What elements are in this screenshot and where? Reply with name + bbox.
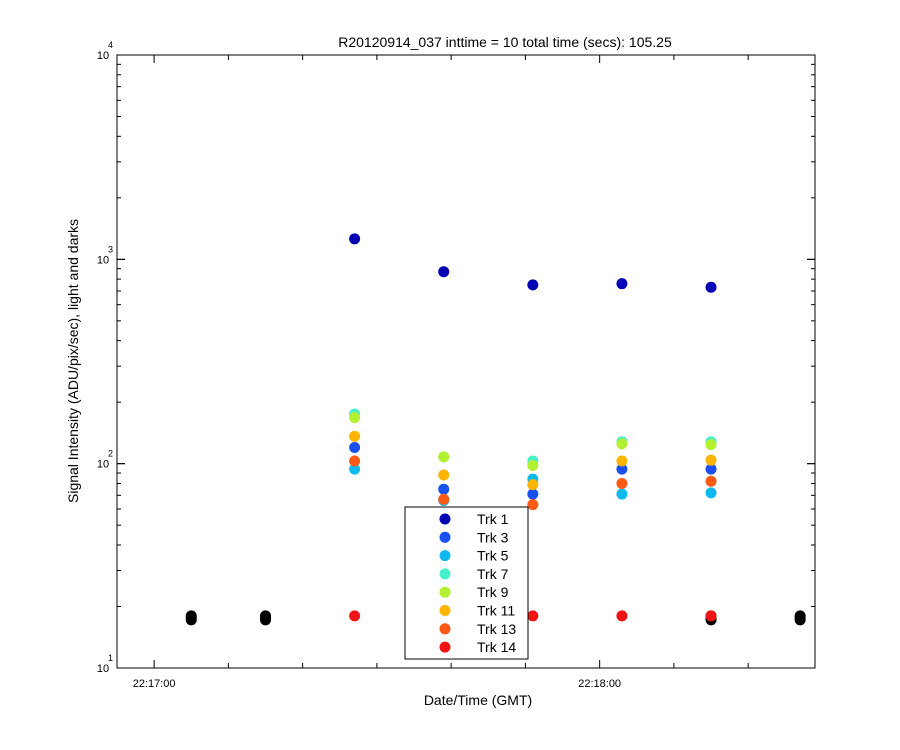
x-tick-labels: 22:17:00 22:18:00: [133, 678, 621, 690]
chart-title: R20120914_037 inttime = 10 total time (s…: [338, 34, 672, 50]
legend-marker: [439, 513, 451, 525]
data-point: [616, 610, 628, 622]
data-point: [349, 412, 361, 424]
data-point: [705, 463, 717, 475]
legend-box: [404, 506, 529, 660]
data-point: [349, 610, 361, 622]
data-point: [527, 499, 539, 511]
y-axis-label: Signal Intensity (ADU/pix/sec), light an…: [65, 219, 81, 503]
y-tick-label: 10: [97, 50, 109, 62]
legend-label: Trk 9: [477, 584, 509, 600]
y-tick-exponent: 3: [108, 244, 113, 254]
legend-marker: [439, 550, 451, 562]
data-point: [616, 477, 628, 489]
legend-marker: [439, 605, 451, 616]
dark-point: [260, 610, 272, 622]
data-point: [705, 610, 717, 622]
data-point: [705, 454, 717, 466]
data-points: [185, 233, 806, 626]
data-point: [705, 281, 717, 293]
legend-marker: [439, 623, 451, 635]
data-point: [438, 266, 450, 278]
data-point: [527, 488, 539, 500]
legend-label: Trk 14: [477, 639, 516, 655]
data-point: [616, 463, 628, 475]
legend-label: Trk 5: [477, 548, 509, 564]
data-point: [616, 488, 628, 500]
data-point: [349, 233, 361, 245]
y-tick-label: 10: [97, 663, 109, 675]
axis-ticks: [117, 54, 815, 669]
y-tick-label: 10: [97, 459, 109, 471]
legend-marker: [439, 641, 451, 653]
data-point: [349, 463, 361, 475]
data-point: [349, 455, 361, 467]
data-point: [616, 438, 628, 450]
legend-marker: [439, 531, 451, 543]
data-point: [527, 479, 539, 491]
data-point: [705, 439, 717, 451]
legend-marker: [439, 586, 451, 598]
y-tick-exponent: 2: [108, 449, 113, 459]
data-point: [527, 610, 539, 622]
legend-label: Trk 3: [477, 529, 509, 545]
dark-point: [185, 610, 197, 622]
data-point: [705, 475, 717, 487]
data-point: [616, 278, 628, 290]
y-tick-exponent: 1: [108, 653, 113, 663]
x-tick-label: 22:17:00: [133, 678, 176, 690]
legend-label: Trk 1: [477, 511, 509, 527]
legend-marker: [439, 568, 451, 580]
x-axis-label: Date/Time (GMT): [424, 692, 532, 708]
y-tick-label: 10: [97, 254, 109, 266]
data-point: [705, 487, 717, 499]
data-point: [349, 430, 361, 442]
data-point: [527, 279, 539, 291]
data-point: [349, 441, 361, 453]
y-tick-exponent: 4: [108, 40, 113, 50]
data-point: [527, 459, 539, 471]
data-point: [616, 455, 628, 467]
data-point: [438, 493, 450, 505]
data-point: [438, 483, 450, 495]
x-tick-label: 22:18:00: [578, 678, 621, 690]
legend-label: Trk 11: [477, 603, 515, 619]
data-point: [438, 451, 450, 463]
legend: Trk 1 Trk 3 Trk 5 Trk 7 Trk 9 Trk 11 Trk 13 Trk…: [404, 506, 529, 660]
legend-label: Trk 13: [477, 621, 516, 637]
legend-label: Trk 7: [477, 566, 509, 582]
dark-point: [794, 610, 806, 622]
data-point: [438, 469, 450, 481]
